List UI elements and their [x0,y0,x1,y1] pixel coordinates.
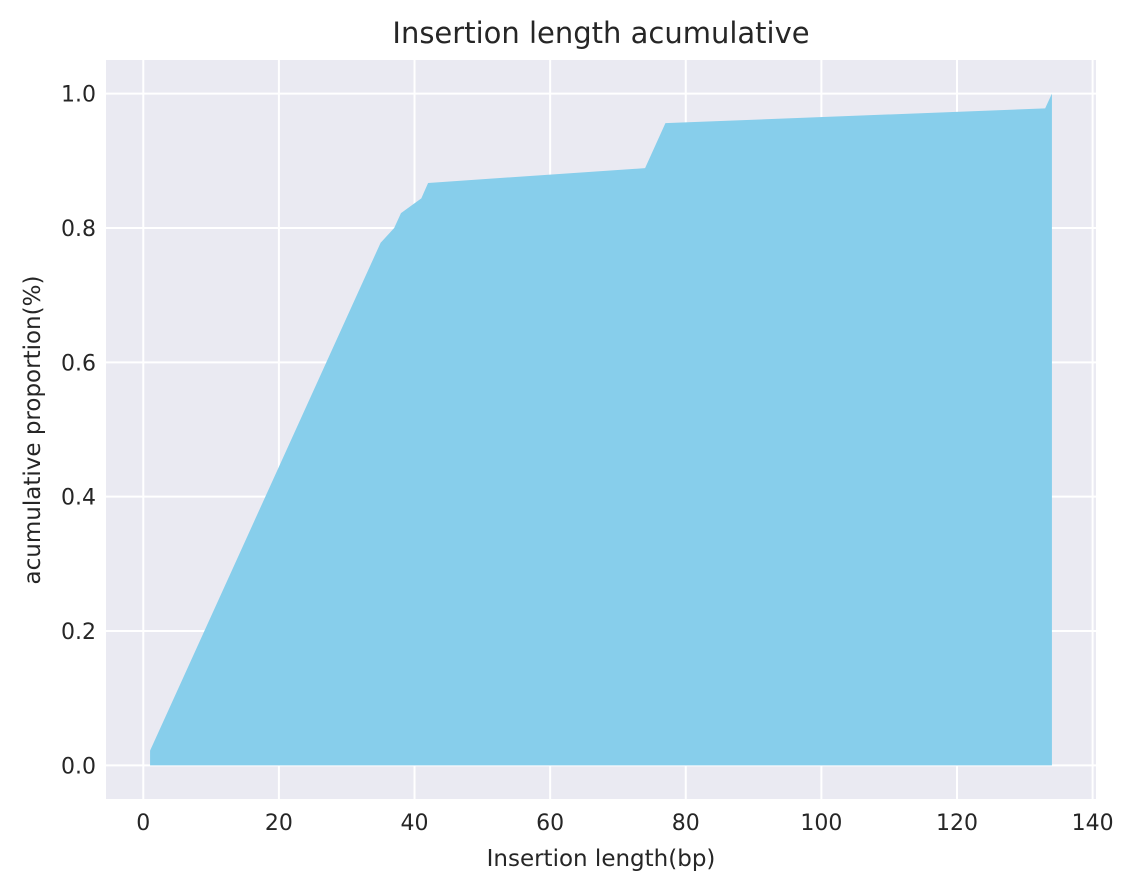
y-tick-label: 0.6 [61,351,96,376]
x-axis-label: Insertion length(bp) [487,846,716,872]
y-tick-label: 1.0 [61,83,96,108]
x-tick-label: 80 [672,811,700,836]
x-tick-label: 120 [936,811,978,836]
y-axis-label: acumulative proportion(%) [20,276,46,585]
x-tick-label: 60 [536,811,564,836]
area-series [150,93,1052,766]
y-axis-ticks: 0.0 0.2 0.4 0.6 0.8 1.0 [61,83,96,780]
y-tick-label: 0.4 [61,486,96,511]
y-tick-label: 0.0 [61,754,96,779]
x-tick-label: 40 [401,811,429,836]
area-fill [150,93,1052,766]
y-tick-label: 0.8 [61,217,96,242]
chart-title: Insertion length acumulative [392,16,809,50]
x-tick-label: 140 [1072,811,1114,836]
x-tick-label: 0 [136,811,150,836]
x-tick-label: 100 [800,811,842,836]
x-axis-ticks: 0 20 40 60 80 100 120 140 [136,811,1113,836]
x-tick-label: 20 [265,811,293,836]
y-tick-label: 0.2 [61,620,96,645]
